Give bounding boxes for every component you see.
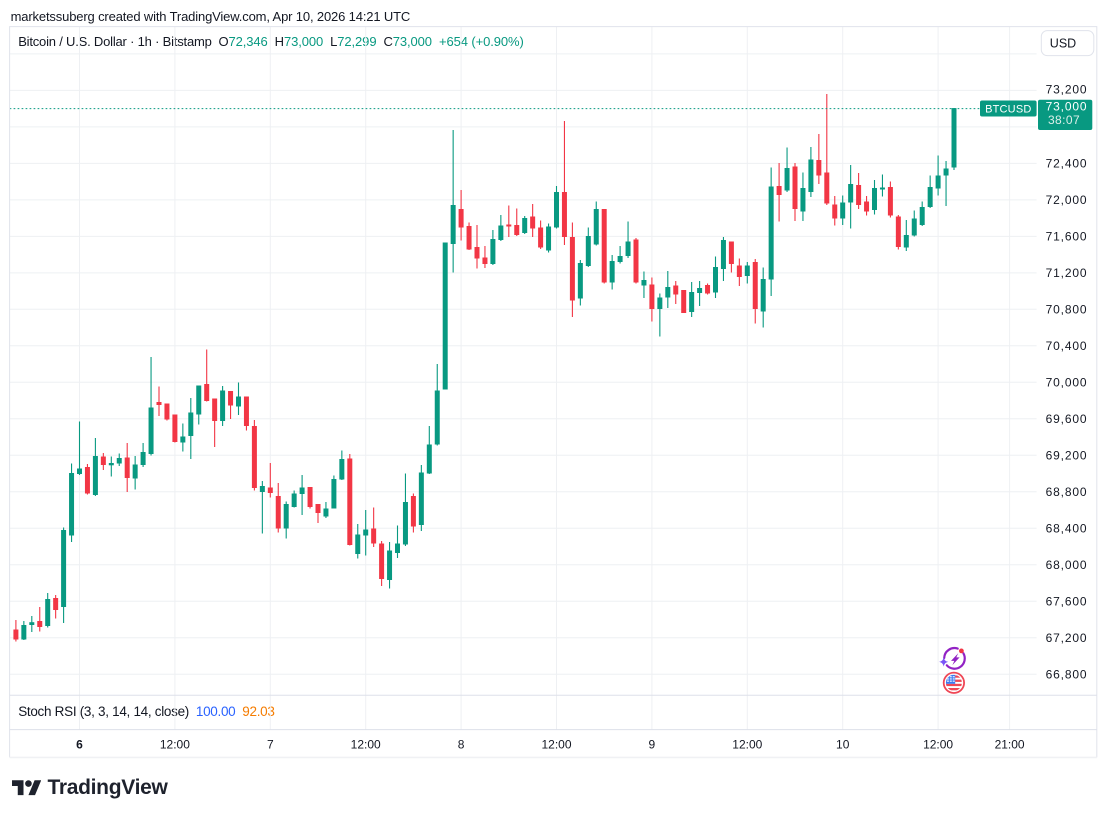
svg-text:BTCUSD: BTCUSD: [985, 103, 1031, 115]
svg-text:21:00: 21:00: [995, 738, 1025, 752]
svg-text:70,000: 70,000: [1046, 376, 1088, 390]
svg-text:67,600: 67,600: [1046, 595, 1088, 609]
svg-text:66,800: 66,800: [1046, 668, 1088, 682]
svg-text:8: 8: [458, 738, 465, 752]
svg-text:73,200: 73,200: [1046, 82, 1088, 96]
svg-text:6: 6: [76, 738, 83, 752]
svg-text:69,200: 69,200: [1046, 449, 1088, 463]
svg-text:12:00: 12:00: [351, 738, 381, 752]
svg-text:12:00: 12:00: [923, 738, 953, 752]
svg-text:9: 9: [649, 738, 656, 752]
svg-text:7: 7: [267, 738, 274, 752]
svg-text:12:00: 12:00: [160, 738, 190, 752]
svg-text:38:07: 38:07: [1048, 113, 1080, 127]
svg-text:67,200: 67,200: [1046, 631, 1088, 645]
svg-text:12:00: 12:00: [732, 738, 762, 752]
svg-text:68,400: 68,400: [1046, 522, 1088, 536]
svg-text:12:00: 12:00: [541, 738, 571, 752]
svg-text:68,800: 68,800: [1046, 485, 1088, 499]
svg-text:70,800: 70,800: [1046, 303, 1088, 317]
svg-text:69,600: 69,600: [1046, 412, 1088, 426]
svg-text:70,400: 70,400: [1046, 339, 1088, 353]
svg-text:USD: USD: [1050, 36, 1076, 50]
svg-text:72,000: 72,000: [1046, 193, 1088, 207]
svg-text:71,200: 71,200: [1046, 266, 1088, 280]
svg-text:71,600: 71,600: [1046, 230, 1088, 244]
svg-text:68,000: 68,000: [1046, 558, 1088, 572]
svg-text:72,400: 72,400: [1046, 157, 1088, 171]
svg-text:10: 10: [836, 738, 850, 752]
svg-text:73,000: 73,000: [1046, 99, 1088, 113]
